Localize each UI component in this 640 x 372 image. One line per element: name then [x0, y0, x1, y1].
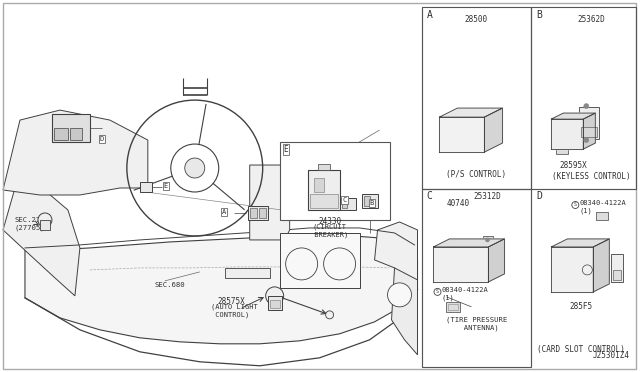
- Bar: [449, 304, 458, 310]
- Polygon shape: [392, 255, 417, 355]
- Bar: [317, 164, 330, 170]
- Polygon shape: [433, 247, 488, 282]
- Text: A: A: [221, 209, 226, 215]
- Polygon shape: [488, 239, 504, 282]
- Polygon shape: [440, 108, 502, 117]
- Bar: [436, 259, 456, 279]
- Bar: [340, 198, 356, 210]
- Text: (27705): (27705): [15, 225, 45, 231]
- Polygon shape: [374, 222, 417, 280]
- Text: 24330: 24330: [318, 218, 341, 227]
- Bar: [596, 212, 608, 220]
- Text: C: C: [342, 197, 347, 203]
- Bar: [54, 128, 68, 140]
- Text: D: D: [536, 191, 542, 201]
- Text: 285F5: 285F5: [570, 302, 593, 311]
- Bar: [259, 208, 266, 218]
- Text: (P/S CONTROL): (P/S CONTROL): [446, 170, 506, 179]
- Text: 28500: 28500: [465, 15, 488, 24]
- Text: A: A: [426, 10, 433, 20]
- Circle shape: [185, 158, 205, 178]
- Bar: [342, 200, 347, 208]
- Bar: [310, 194, 338, 208]
- Bar: [280, 233, 360, 288]
- Bar: [422, 189, 531, 367]
- Polygon shape: [551, 119, 583, 149]
- Bar: [364, 196, 369, 206]
- Text: 28595X: 28595X: [559, 161, 588, 170]
- Polygon shape: [583, 113, 595, 149]
- Bar: [269, 300, 280, 308]
- Polygon shape: [25, 235, 417, 344]
- Text: 08340-4122A
(1): 08340-4122A (1): [442, 287, 488, 301]
- Bar: [70, 128, 82, 140]
- Circle shape: [266, 287, 284, 305]
- Bar: [314, 178, 324, 192]
- Bar: [444, 135, 454, 147]
- Polygon shape: [551, 247, 593, 292]
- Circle shape: [485, 238, 490, 242]
- Bar: [250, 208, 257, 218]
- Bar: [52, 114, 90, 142]
- Polygon shape: [551, 239, 609, 247]
- Text: SEC.969: SEC.969: [344, 145, 375, 151]
- Polygon shape: [551, 113, 595, 119]
- Text: SEC.680: SEC.680: [155, 282, 186, 288]
- Polygon shape: [440, 117, 484, 152]
- Polygon shape: [433, 239, 504, 247]
- Text: D: D: [100, 136, 104, 142]
- Circle shape: [584, 103, 589, 109]
- Bar: [611, 254, 623, 282]
- Text: B: B: [369, 200, 374, 206]
- Bar: [308, 170, 340, 210]
- Text: SEC.272: SEC.272: [15, 217, 45, 223]
- Text: (AUTO LIGHT
 CONTROL): (AUTO LIGHT CONTROL): [211, 304, 257, 318]
- Polygon shape: [3, 188, 80, 296]
- Bar: [579, 107, 599, 139]
- Text: 28575X: 28575X: [218, 297, 246, 307]
- Bar: [460, 135, 468, 147]
- Text: 40740: 40740: [447, 199, 470, 208]
- Text: S: S: [574, 202, 577, 208]
- Polygon shape: [250, 165, 290, 240]
- Text: 25312D: 25312D: [474, 192, 501, 202]
- Bar: [556, 262, 584, 280]
- Polygon shape: [593, 239, 609, 292]
- Circle shape: [326, 311, 333, 319]
- Bar: [556, 146, 568, 154]
- Bar: [140, 182, 152, 192]
- Text: (CIRCUIT
 BREAKER): (CIRCUIT BREAKER): [310, 224, 349, 238]
- Text: B: B: [536, 10, 542, 20]
- Bar: [362, 194, 378, 208]
- Bar: [268, 296, 282, 310]
- Text: C: C: [426, 191, 433, 201]
- Text: J25301Z4: J25301Z4: [592, 351, 629, 360]
- Text: E: E: [284, 145, 288, 154]
- Polygon shape: [3, 110, 148, 195]
- Bar: [40, 220, 50, 230]
- Bar: [422, 7, 531, 189]
- Text: (TIRE PRESSURE
  ANTENNA): (TIRE PRESSURE ANTENNA): [446, 317, 507, 331]
- Circle shape: [388, 283, 412, 307]
- Circle shape: [584, 138, 589, 142]
- Text: (CARD SLOT CONTROL): (CARD SLOT CONTROL): [538, 345, 625, 354]
- Bar: [280, 142, 390, 220]
- Bar: [531, 7, 636, 189]
- Bar: [613, 270, 621, 280]
- Text: E: E: [164, 183, 168, 189]
- Bar: [447, 302, 460, 312]
- Text: 08340-4122A
(1): 08340-4122A (1): [579, 200, 626, 214]
- Bar: [483, 236, 493, 244]
- Text: (KEYLESS CONTROL): (KEYLESS CONTROL): [552, 171, 630, 180]
- Bar: [581, 127, 597, 137]
- Bar: [225, 268, 269, 278]
- Polygon shape: [484, 108, 502, 152]
- Bar: [248, 206, 268, 220]
- Circle shape: [38, 213, 52, 227]
- Text: 25362D: 25362D: [577, 15, 605, 24]
- Text: S: S: [436, 289, 439, 294]
